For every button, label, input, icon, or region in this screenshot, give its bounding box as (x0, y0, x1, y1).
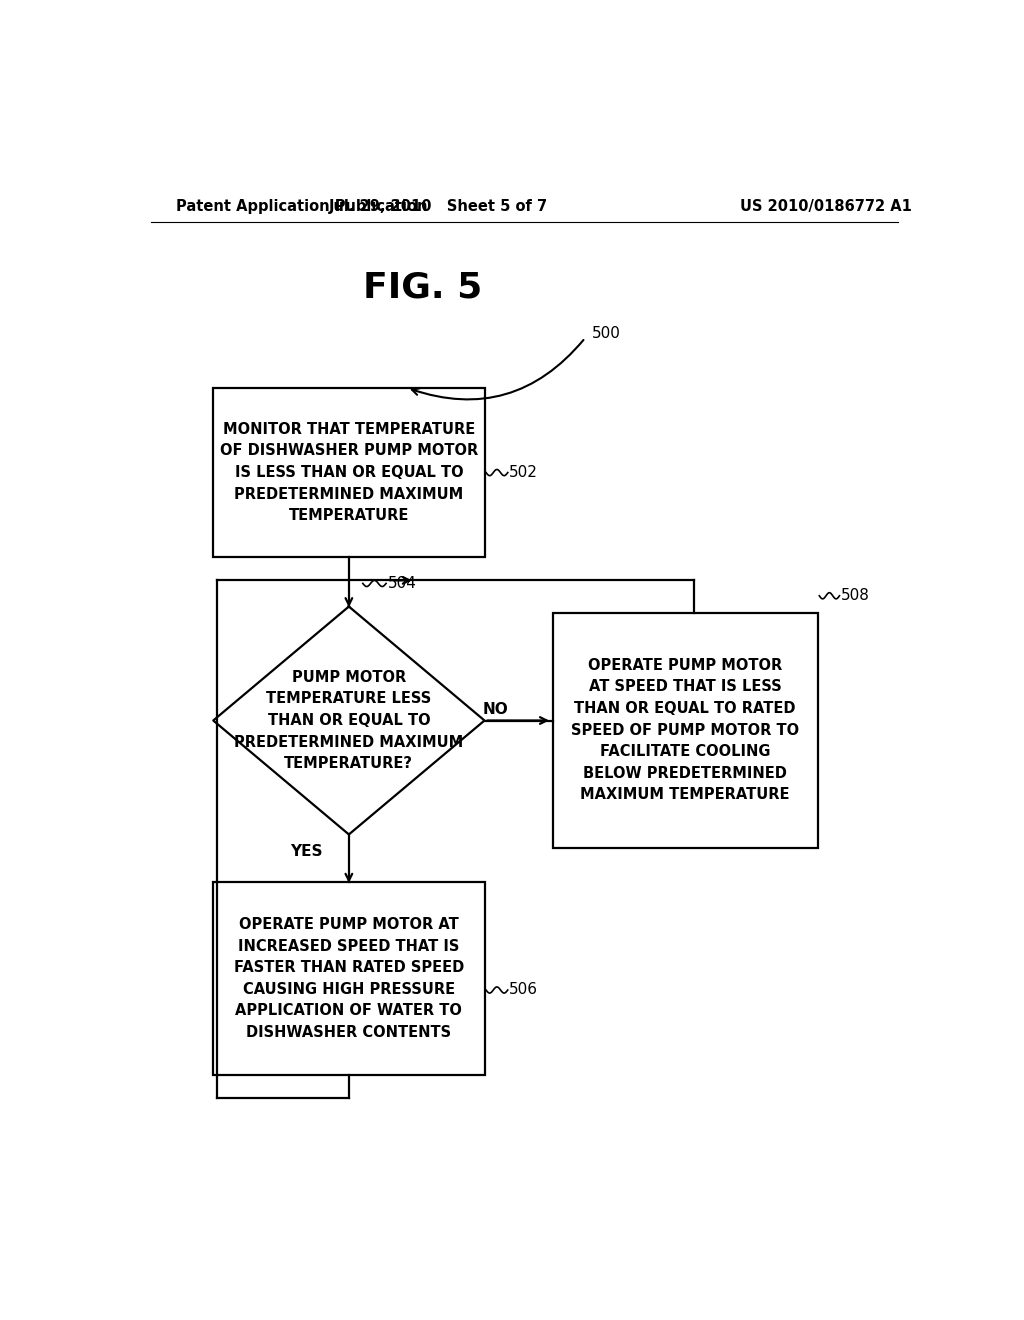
Bar (213, 882, 484, 1074)
Text: MONITOR THAT TEMPERATURE
OF DISHWASHER PUMP MOTOR
IS LESS THAN OR EQUAL TO
PREDE: MONITOR THAT TEMPERATURE OF DISHWASHER P… (220, 422, 478, 523)
Text: 500: 500 (592, 326, 621, 342)
Text: US 2010/0186772 A1: US 2010/0186772 A1 (739, 198, 911, 214)
Text: OPERATE PUMP MOTOR
AT SPEED THAT IS LESS
THAN OR EQUAL TO RATED
SPEED OF PUMP MO: OPERATE PUMP MOTOR AT SPEED THAT IS LESS… (571, 657, 800, 803)
Text: PUMP MOTOR
TEMPERATURE LESS
THAN OR EQUAL TO
PREDETERMINED MAXIMUM
TEMPERATURE?: PUMP MOTOR TEMPERATURE LESS THAN OR EQUA… (234, 669, 464, 771)
Text: 506: 506 (509, 982, 539, 998)
Text: 502: 502 (509, 465, 539, 480)
Text: NO: NO (482, 702, 508, 717)
Bar (213, 388, 484, 557)
Text: Patent Application Publication: Patent Application Publication (176, 198, 428, 214)
Bar (553, 612, 818, 847)
Text: YES: YES (290, 843, 323, 859)
Text: 504: 504 (388, 576, 417, 591)
Text: 508: 508 (841, 589, 869, 603)
Text: FIG. 5: FIG. 5 (362, 271, 482, 305)
Text: Jul. 29, 2010   Sheet 5 of 7: Jul. 29, 2010 Sheet 5 of 7 (329, 198, 548, 214)
Text: OPERATE PUMP MOTOR AT
INCREASED SPEED THAT IS
FASTER THAN RATED SPEED
CAUSING HI: OPERATE PUMP MOTOR AT INCREASED SPEED TH… (233, 917, 464, 1040)
